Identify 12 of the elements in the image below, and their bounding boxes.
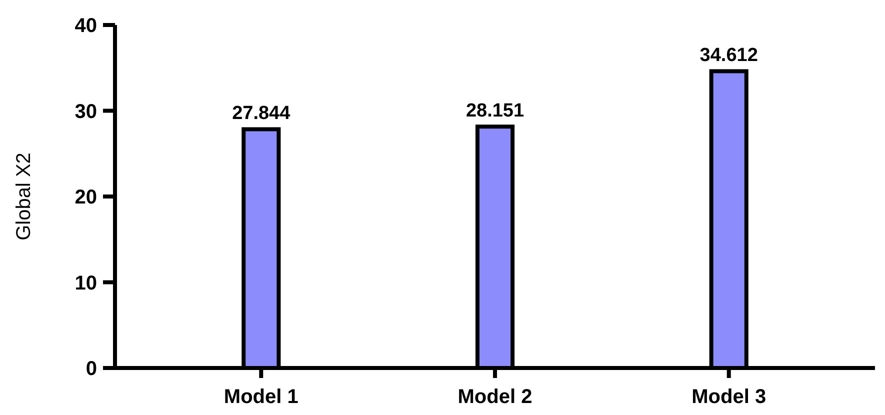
x-tick-label: Model 2 xyxy=(458,386,532,408)
y-tick-label: 40 xyxy=(74,15,97,37)
y-axis-title: Global X2 xyxy=(13,152,35,240)
y-tick-label: 0 xyxy=(86,358,97,380)
x-tick-label: Model 1 xyxy=(224,386,298,408)
data-label: 34.612 xyxy=(700,45,758,66)
data-label: 27.844 xyxy=(232,103,291,124)
x-tick-label: Model 3 xyxy=(692,386,766,408)
data-label: 28.151 xyxy=(466,100,524,122)
y-tick-label: 10 xyxy=(74,272,97,294)
y-tick-label: 20 xyxy=(74,186,97,208)
y-tick-label: 30 xyxy=(74,100,97,123)
